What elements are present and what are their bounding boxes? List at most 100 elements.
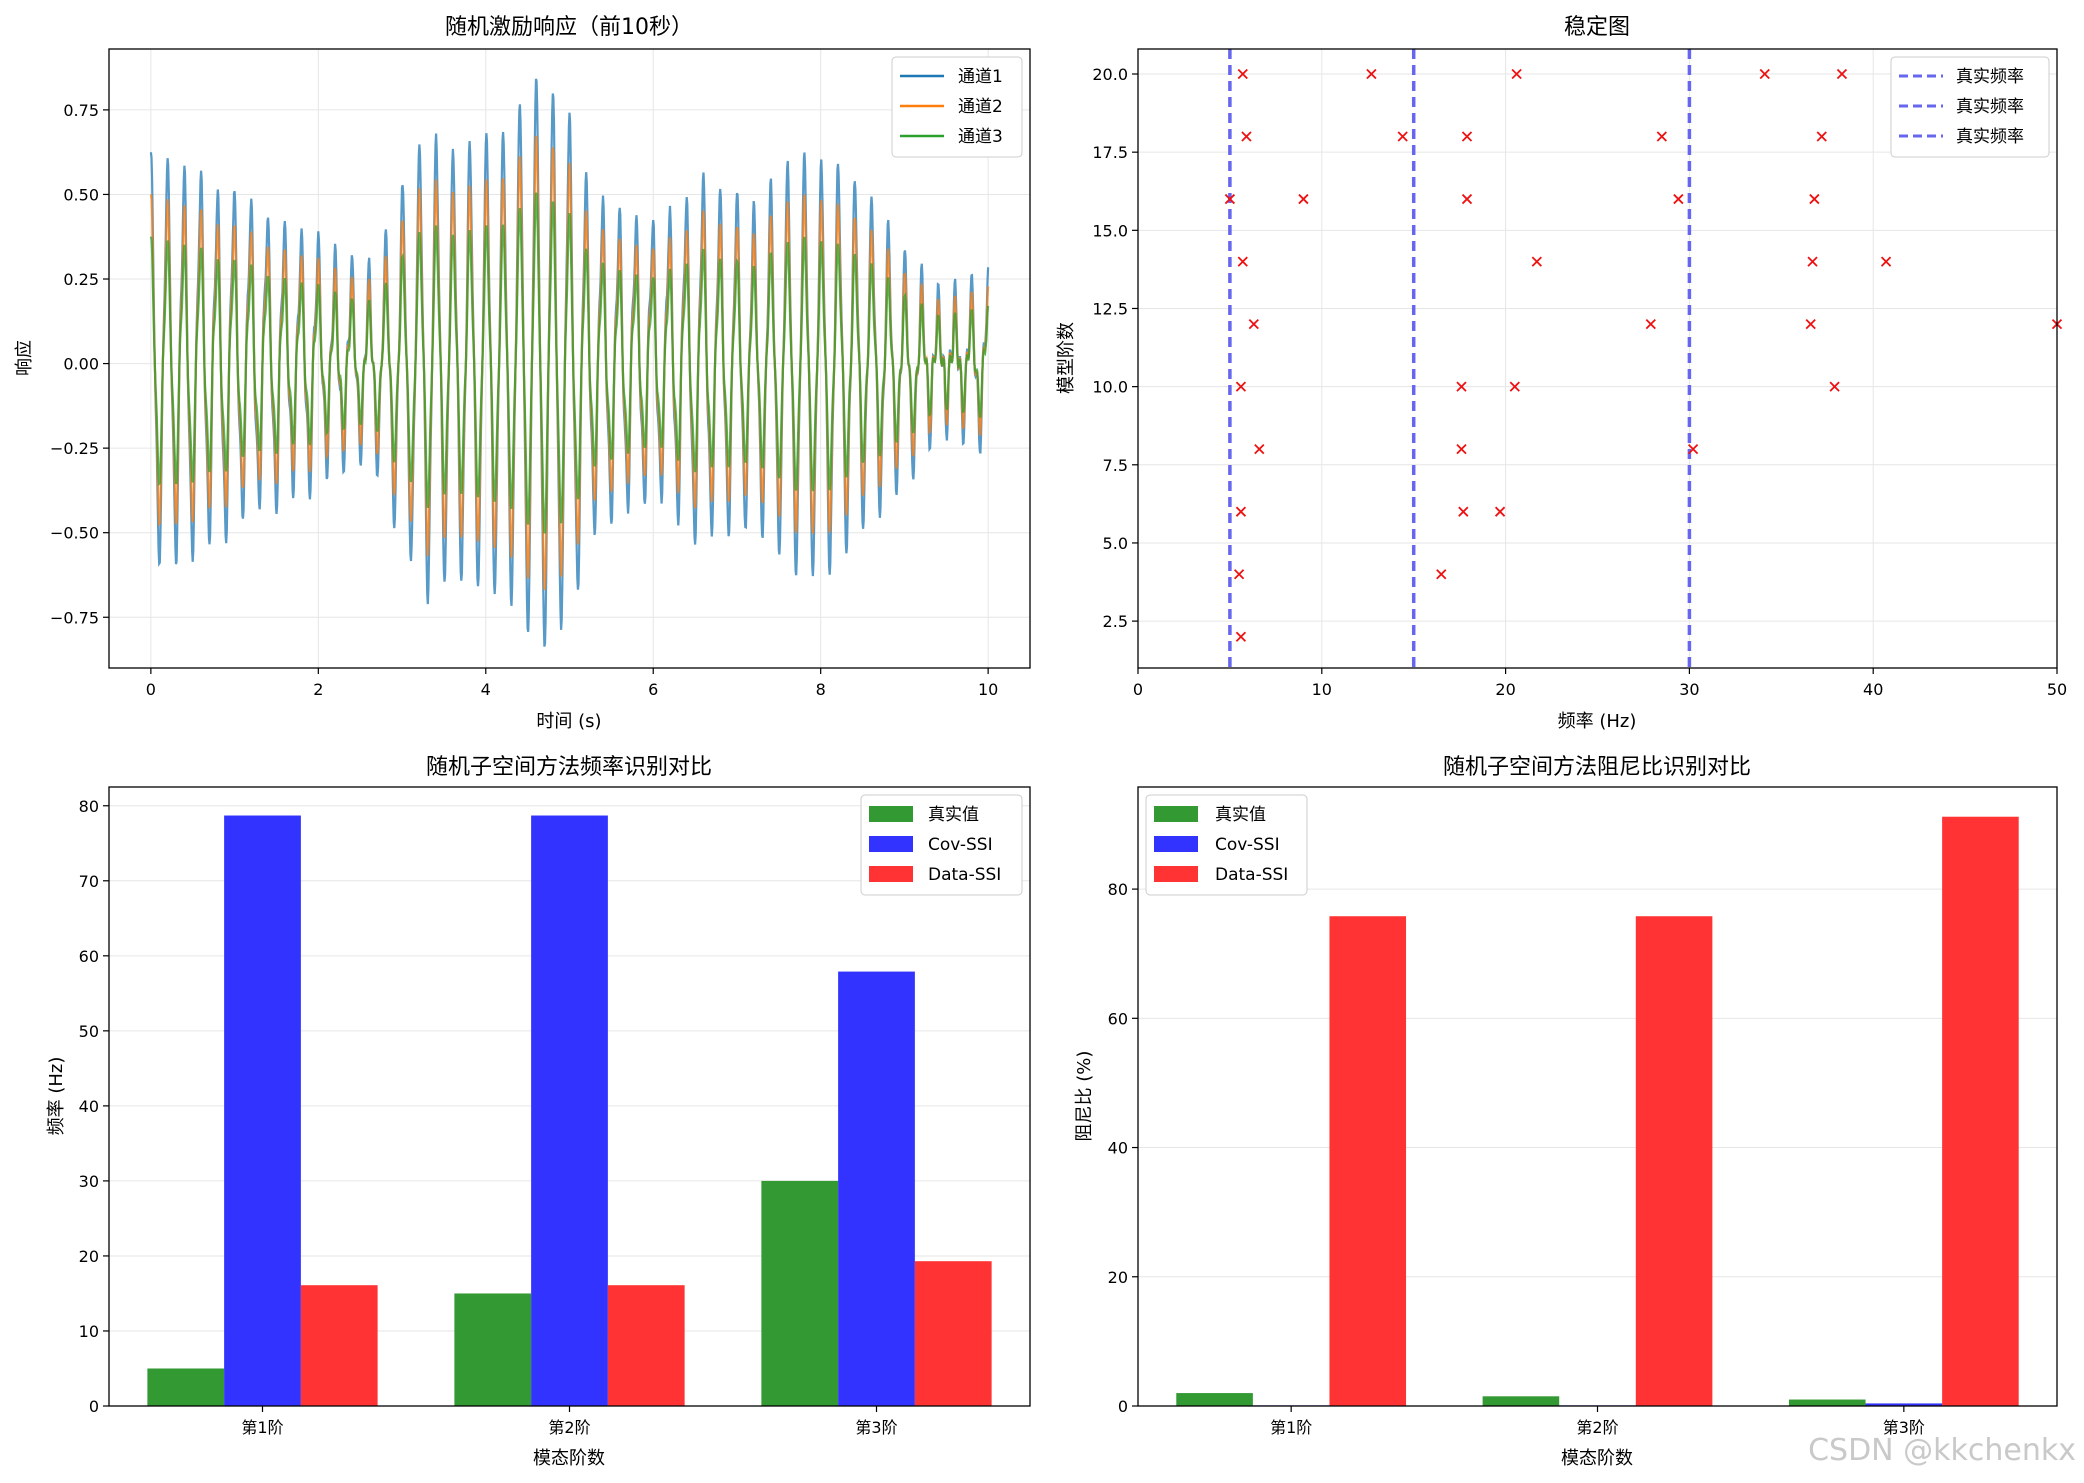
legend: 真实值 Cov-SSI Data-SSI (860, 794, 1023, 896)
ticks: 0 10 20 30 40 50 60 70 80 第1阶 第2阶 第3阶 (79, 797, 898, 1437)
pole-marker (1458, 506, 1469, 517)
pole-marker (1461, 193, 1473, 205)
pole-marker (1241, 131, 1252, 142)
x-tick-label: 第1阶 (241, 1418, 283, 1437)
x-tick-label: 6 (648, 680, 658, 699)
y-tick-label: 5.0 (1103, 534, 1128, 553)
y-tick-label: 20 (1108, 1268, 1128, 1287)
y-tick-label: −0.50 (50, 524, 99, 543)
y-tick-label: 2.5 (1103, 612, 1128, 631)
x-tick-label: 第2阶 (1576, 1418, 1618, 1437)
pole-marker (1511, 68, 1522, 80)
damping-bar-panel: 0 20 40 60 80 第1阶 第2阶 第3阶 随机子空间方法阻尼比识别对比 模态阶数 阻… (1074, 755, 2058, 1469)
y-tick-label: 12.5 (1092, 299, 1128, 318)
series-lines (149, 78, 990, 647)
y-tick-label: 10.0 (1092, 378, 1128, 397)
legend-label-3: Data-SSI (1215, 865, 1288, 885)
pole-marker (1805, 318, 1816, 330)
pole-marker (1254, 444, 1265, 455)
legend-swatch-3 (1154, 866, 1198, 882)
x-tick-label: 0 (1133, 680, 1143, 699)
y-tick-label: 70 (79, 872, 99, 891)
pole-marker (1233, 569, 1245, 580)
bar-真实值-第1阶 (1176, 1393, 1253, 1406)
legend: 真实值 Cov-SSI Data-SSI (1145, 794, 1308, 896)
bar-Data-SSI-第3阶 (914, 1261, 992, 1406)
pole-markers (1224, 68, 2063, 642)
x-tick-label: 8 (816, 680, 826, 699)
pole-marker (1298, 193, 1309, 205)
x-tick-label: 30 (1679, 680, 1699, 699)
y-tick-label: 10 (79, 1322, 99, 1341)
x-tick-label: 第3阶 (855, 1418, 897, 1437)
pole-marker (1456, 444, 1467, 455)
watermark: CSDN @kkchenkx (1808, 1433, 2076, 1468)
legend-label-2: Cov-SSI (928, 835, 993, 855)
true-frequency-lines (1228, 49, 1692, 668)
x-tick-label: 第1阶 (1270, 1418, 1312, 1437)
legend: 通道1 通道2 通道3 (891, 56, 1023, 158)
x-axis-label: 频率 (Hz) (1558, 711, 1637, 732)
y-tick-label: 80 (79, 797, 99, 816)
bar-真实值-第3阶 (1788, 1399, 1866, 1406)
legend-box (1890, 56, 2050, 158)
chart-title: 稳定图 (1564, 15, 1630, 40)
legend-label-3: 通道3 (958, 127, 1003, 147)
pole-marker (1235, 631, 1247, 642)
bar-真实值-第3阶 (761, 1180, 839, 1406)
legend-swatch-3 (869, 866, 913, 882)
bar-Cov-SSI-第2阶 (531, 815, 608, 1406)
y-tick-label: 0.00 (63, 355, 99, 374)
pole-marker (1235, 381, 1247, 392)
pole-marker (1816, 131, 1827, 142)
legend-label-1: 真实频率 (1956, 67, 2024, 87)
pole-marker (1759, 68, 1770, 80)
y-tick-label: 40 (79, 1097, 99, 1116)
pole-marker (1656, 131, 1667, 142)
x-tick-label: 50 (2047, 680, 2067, 699)
y-tick-label: 40 (1108, 1139, 1128, 1158)
legend: 真实频率 真实频率 真实频率 (1890, 56, 2050, 158)
pole-marker (1836, 68, 1848, 80)
bar-Data-SSI-第2阶 (607, 1285, 685, 1406)
legend-swatch-2 (1154, 836, 1198, 852)
bar-Cov-SSI-第3阶 (838, 971, 915, 1406)
pole-marker (1397, 131, 1408, 142)
bar-真实值-第1阶 (147, 1368, 225, 1406)
bar-Cov-SSI-第3阶 (1865, 1403, 1943, 1406)
y-tick-label: 50 (79, 1022, 99, 1041)
x-tick-label: 2 (313, 680, 323, 699)
x-axis-label: 模态阶数 (533, 1448, 605, 1469)
pole-marker (1809, 193, 1820, 205)
x-tick-label: 40 (1863, 680, 1883, 699)
legend-label-1: 真实值 (1215, 805, 1266, 825)
pole-marker (1880, 256, 1892, 267)
legend-label-1: 真实值 (928, 805, 979, 825)
y-axis-label: 模型阶数 (1056, 322, 1077, 394)
x-tick-label: 20 (1495, 680, 1515, 699)
pole-marker (1645, 318, 1656, 330)
legend-label-2: 通道2 (958, 97, 1003, 117)
ticks: 0 20 40 60 80 第1阶 第2阶 第3阶 (1108, 880, 1925, 1437)
legend-swatch-2 (869, 836, 913, 852)
pole-marker (1248, 318, 1259, 330)
x-tick-label: 10 (978, 680, 998, 699)
legend-label-3: Data-SSI (928, 865, 1001, 885)
legend-label-2: Cov-SSI (1215, 835, 1280, 855)
y-tick-label: −0.75 (50, 608, 99, 627)
pole-marker (1461, 131, 1473, 142)
pole-marker (1509, 381, 1520, 392)
y-tick-label: 60 (79, 947, 99, 966)
x-tick-label: 4 (481, 680, 491, 699)
bar-Data-SSI-第1阶 (300, 1285, 378, 1406)
bars (1176, 816, 2019, 1406)
chart-title: 随机子空间方法频率识别对比 (426, 755, 712, 780)
time-series-panel: 0 2 4 6 8 10 −0.75 −0.50 −0.25 0.00 0.25 0.50 0.75 随… (14, 15, 1031, 732)
y-tick-label: 0 (89, 1397, 99, 1416)
legend-label-1: 通道1 (958, 67, 1003, 87)
bar-Data-SSI-第3阶 (1942, 816, 2019, 1406)
chart-title: 随机子空间方法阻尼比识别对比 (1443, 755, 1751, 780)
pole-marker (1436, 569, 1447, 580)
ticks: 0 10 20 30 40 50 2.5 5.0 7.5 10.0 12.5 15.0 17.5 20.0 (1092, 65, 2067, 699)
